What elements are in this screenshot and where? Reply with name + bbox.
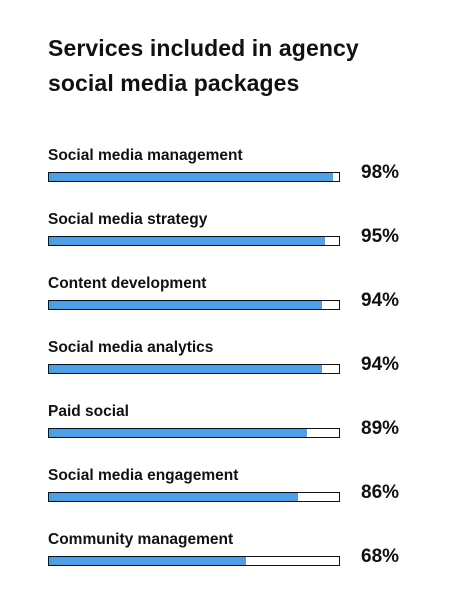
bar-row-social-media-engagement: Social media engagement 86% — [48, 467, 418, 507]
bar-row-social-media-management: Social media management 98% — [48, 147, 418, 187]
bar-row-social-media-analytics: Social media analytics 94% — [48, 339, 418, 379]
bar-social-media-management — [49, 173, 334, 181]
bar-value-label-social-media-management: 98% — [361, 162, 400, 183]
bar-label-social-media-strategy: Social media strategy — [48, 211, 208, 228]
bar-value-label-content-development: 94% — [361, 290, 400, 311]
bar-track-community-management — [48, 556, 340, 566]
bar-label-paid-social: Paid social — [48, 403, 129, 420]
bar-label-social-media-analytics: Social media analytics — [48, 339, 214, 356]
bar-social-media-engagement — [49, 493, 299, 501]
bar-track-social-media-analytics — [48, 364, 340, 374]
bar-label-social-media-management: Social media management — [48, 147, 243, 164]
bar-value-label-social-media-analytics: 94% — [361, 354, 400, 375]
chart-title: Services included in agency social media… — [48, 35, 359, 96]
bar-value-label-paid-social: 89% — [361, 418, 400, 439]
bar-label-social-media-engagement: Social media engagement — [48, 467, 239, 484]
bar-track-social-media-engagement — [48, 492, 340, 502]
bar-label-community-management: Community management — [48, 531, 234, 548]
bar-row-paid-social: Paid social 89% — [48, 403, 418, 443]
bar-track-content-development — [48, 300, 340, 310]
bar-content-development — [49, 301, 322, 309]
bar-paid-social — [49, 429, 308, 437]
bar-row-community-management: Community management 68% — [48, 531, 418, 571]
bar-label-content-development: Content development — [48, 275, 207, 292]
bar-social-media-analytics — [49, 365, 322, 373]
bar-social-media-strategy — [49, 237, 325, 245]
bar-track-paid-social — [48, 428, 340, 438]
bar-value-label-social-media-engagement: 86% — [361, 482, 400, 503]
bar-row-social-media-strategy: Social media strategy 95% — [48, 211, 418, 251]
bar-value-label-community-management: 68% — [361, 546, 400, 567]
bar-track-social-media-strategy — [48, 236, 340, 246]
bar-row-content-development: Content development 94% — [48, 275, 418, 315]
bar-community-management — [49, 557, 247, 565]
bar-track-social-media-management — [48, 172, 340, 182]
bar-value-label-social-media-strategy: 95% — [361, 226, 400, 247]
